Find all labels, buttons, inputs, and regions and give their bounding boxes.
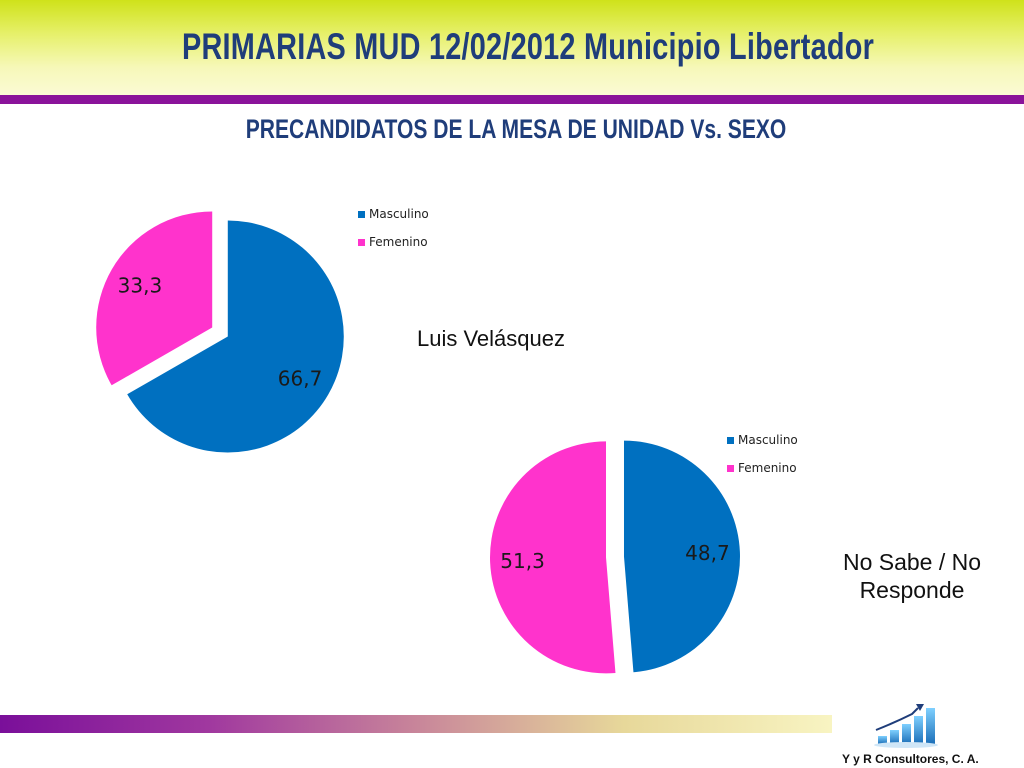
legend-chart-2: Masculino Femenino bbox=[727, 433, 798, 489]
legend-item-masculino: Masculino bbox=[358, 207, 429, 221]
chart-1-caption: Luis Velásquez bbox=[417, 326, 565, 351]
pie-slice-masculino bbox=[127, 220, 344, 453]
pie-slice-masculino bbox=[623, 440, 740, 673]
slide-title: PRIMARIAS MUD 12/02/2012 Municipio Liber… bbox=[181, 26, 875, 67]
legend-item-femenino: Femenino bbox=[358, 235, 429, 249]
data-label-masculino: 66,7 bbox=[278, 366, 323, 390]
slide-subtitle: PRECANDIDATOS DE LA MESA DE UNIDAD Vs. S… bbox=[245, 114, 787, 144]
legend-item-masculino: Masculino bbox=[727, 433, 798, 447]
legend-chart-1: Masculino Femenino bbox=[358, 207, 429, 263]
data-label-femenino: 51,3 bbox=[500, 549, 545, 573]
legend-swatch-femenino bbox=[727, 464, 734, 472]
company-name: Y y R Consultores, C. A. bbox=[842, 752, 979, 766]
legend-item-femenino: Femenino bbox=[727, 461, 798, 475]
pie-slice-femenino bbox=[490, 441, 616, 674]
company-logo-icon bbox=[874, 704, 938, 748]
header-band bbox=[0, 0, 1024, 96]
legend-swatch-masculino bbox=[358, 210, 365, 218]
legend-label-femenino: Femenino bbox=[369, 235, 428, 249]
header-accent-bar bbox=[0, 95, 1024, 104]
legend-swatch-masculino bbox=[727, 436, 734, 444]
footer-gradient-bar bbox=[0, 715, 832, 733]
legend-label-masculino: Masculino bbox=[738, 433, 798, 447]
legend-swatch-femenino bbox=[358, 238, 365, 246]
data-label-masculino: 48,7 bbox=[685, 541, 730, 565]
chart-2-caption: No Sabe / No Responde bbox=[842, 549, 982, 603]
legend-label-femenino: Femenino bbox=[738, 461, 797, 475]
pie-slice-femenino bbox=[96, 211, 213, 386]
data-label-femenino: 33,3 bbox=[118, 274, 163, 298]
legend-label-masculino: Masculino bbox=[369, 207, 429, 221]
